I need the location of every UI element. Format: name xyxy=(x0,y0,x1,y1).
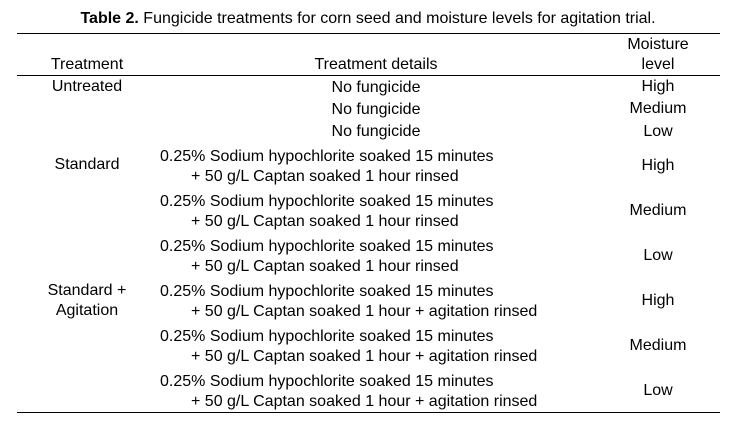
treatment-detail: No fungicide xyxy=(331,79,421,96)
moisture-value: High xyxy=(641,292,675,309)
treatment-detail: 0.25% Sodium hypochlorite soaked 15 minu… xyxy=(160,283,494,300)
top-rule xyxy=(17,33,720,34)
group-label: Agitation xyxy=(55,302,119,319)
header-details: Treatment details xyxy=(314,56,438,73)
treatment-detail: + 50 g/L Captan soaked 1 hour rinsed xyxy=(191,168,459,185)
treatment-detail: 0.25% Sodium hypochlorite soaked 15 minu… xyxy=(160,193,494,210)
moisture-value: Low xyxy=(643,247,673,264)
caption-label: Table 2. xyxy=(80,10,139,27)
moisture-value: High xyxy=(641,157,675,174)
treatment-detail: 0.25% Sodium hypochlorite soaked 15 minu… xyxy=(160,373,494,390)
treatment-detail: + 50 g/L Captan soaked 1 hour + agitatio… xyxy=(191,393,538,410)
treatment-detail: 0.25% Sodium hypochlorite soaked 15 minu… xyxy=(160,148,494,165)
header-moisture-line1: Moisture xyxy=(627,36,689,53)
moisture-value: High xyxy=(641,78,675,95)
group-label: Standard xyxy=(54,156,120,173)
treatment-detail: + 50 g/L Captan soaked 1 hour rinsed xyxy=(191,213,459,230)
moisture-value: Low xyxy=(643,123,673,140)
moisture-value: Medium xyxy=(629,337,687,354)
bottom-rule xyxy=(17,412,720,413)
moisture-value: Medium xyxy=(629,202,687,219)
caption-text: Fungicide treatments for corn seed and m… xyxy=(138,10,656,27)
group-label: Untreated xyxy=(51,78,123,95)
treatment-detail: No fungicide xyxy=(331,101,421,118)
treatment-detail: + 50 g/L Captan soaked 1 hour + agitatio… xyxy=(191,303,538,320)
header-treatment: Treatment xyxy=(50,56,124,73)
moisture-value: Medium xyxy=(629,100,687,117)
moisture-value: Low xyxy=(643,382,673,399)
treatment-detail: 0.25% Sodium hypochlorite soaked 15 minu… xyxy=(160,238,494,255)
group-label: Standard + xyxy=(47,282,127,299)
treatment-detail: + 50 g/L Captan soaked 1 hour rinsed xyxy=(191,258,459,275)
header-moisture-line2: level xyxy=(641,56,675,73)
header-rule xyxy=(17,75,720,76)
treatment-detail: 0.25% Sodium hypochlorite soaked 15 minu… xyxy=(160,328,494,345)
treatment-detail: + 50 g/L Captan soaked 1 hour + agitatio… xyxy=(191,348,538,365)
treatment-detail: No fungicide xyxy=(331,123,421,140)
table-caption: Table 2. Fungicide treatments for corn s… xyxy=(0,9,736,29)
